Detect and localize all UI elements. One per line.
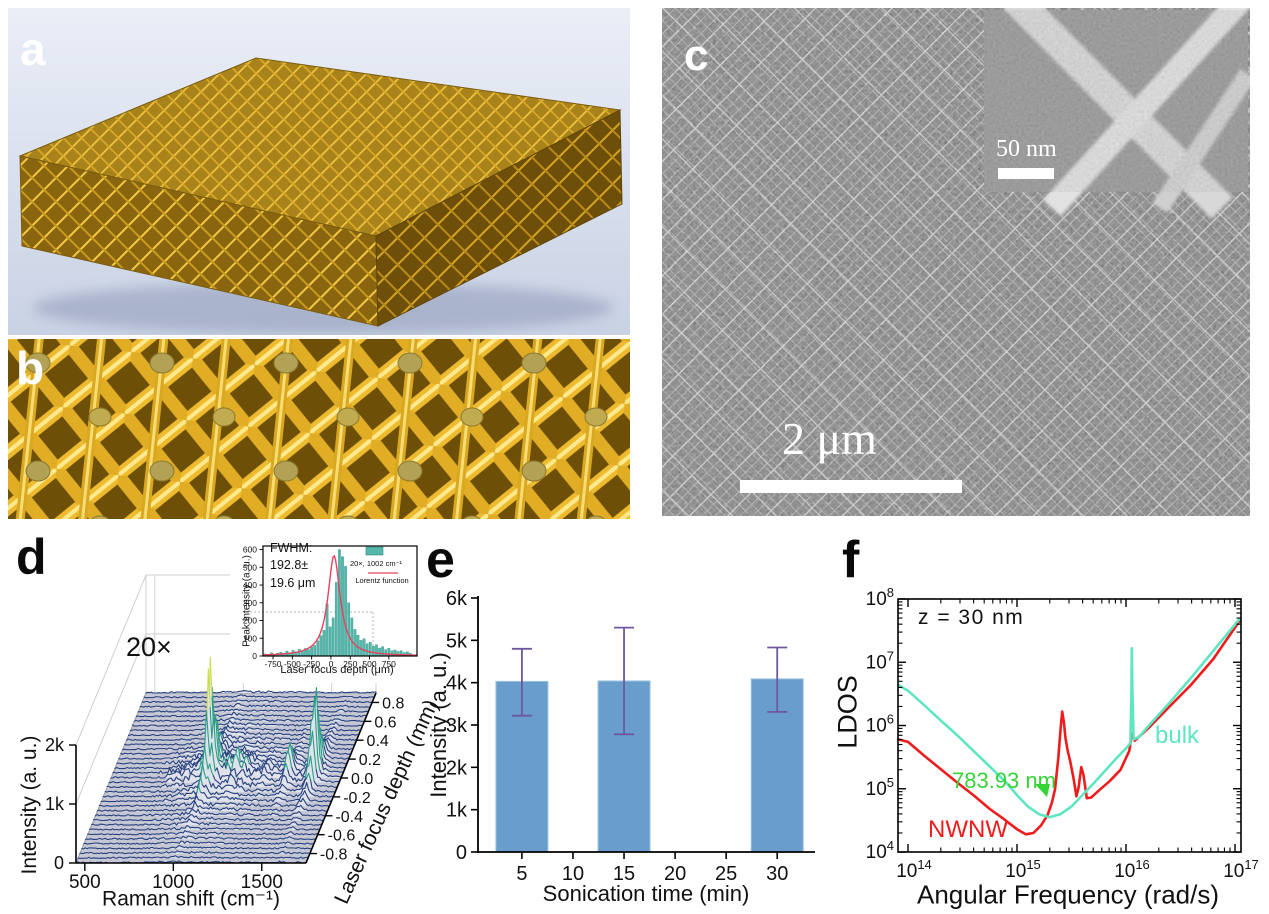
scale-bar (740, 480, 962, 493)
svg-text:500: 500 (362, 659, 376, 669)
svg-text:5k: 5k (446, 630, 468, 652)
d-y-axis-title: Intensity (a. u.) (18, 735, 41, 875)
nwnw-series-label: NWNW (928, 816, 1008, 843)
panel-b-label: b (16, 342, 45, 394)
svg-text:6k: 6k (446, 588, 468, 610)
svg-text:104: 104 (866, 838, 894, 863)
svg-text:1015: 1015 (1005, 857, 1041, 882)
svg-text:0: 0 (252, 651, 257, 661)
panel-a-label: a (20, 23, 46, 75)
panel-c-label: c (684, 31, 709, 80)
svg-text:4k: 4k (446, 673, 468, 695)
e-y-axis-title: Intensity (a. u.) (426, 652, 451, 798)
d-inset-x-axis-title: Laser focus depth (μm) (280, 664, 394, 676)
svg-text:500: 500 (69, 872, 101, 893)
svg-text:1000: 1000 (152, 872, 194, 893)
svg-text:108: 108 (866, 585, 894, 610)
svg-text:0.2: 0.2 (359, 752, 381, 769)
wavelength-annotation: 783.93 nm (952, 768, 1056, 793)
inset-scale-bar-label: 50 nm (996, 136, 1057, 162)
svg-text:250: 250 (343, 659, 357, 669)
z-distance-annotation: z = 30 nm (918, 606, 1025, 629)
svg-text:15: 15 (613, 863, 635, 885)
fwhm-line-3: 19.6 μm (270, 575, 316, 590)
svg-text:0.0: 0.0 (351, 771, 373, 788)
svg-text:1500: 1500 (241, 872, 283, 893)
svg-text:200: 200 (243, 616, 257, 626)
svg-text:1017: 1017 (1223, 857, 1259, 882)
sem-inset (984, 8, 1250, 219)
panel-a-render: a (8, 8, 630, 335)
f-x-axis-title: Angular Frequency (rad/s) (916, 879, 1220, 910)
svg-text:1016: 1016 (1114, 857, 1150, 882)
svg-text:-500: -500 (284, 659, 301, 669)
svg-text:-0.8: -0.8 (320, 847, 348, 864)
raman-waterfall-chart: 500 1000 150001k2k-0.8-0.6-0.4-0.20.00.20.… (45, 574, 404, 893)
svg-text:Lorentz function: Lorentz function (355, 576, 408, 585)
svg-text:1k: 1k (446, 800, 468, 822)
svg-text:3k: 3k (446, 715, 468, 737)
svg-text:600: 600 (243, 545, 257, 555)
svg-text:107: 107 (866, 648, 894, 673)
scale-bar-label: 2 μm (782, 413, 877, 464)
ldos-chart: 1014 1015 1016 1017 104 105 106 107 108 (866, 585, 1259, 882)
svg-text:-0.2: -0.2 (343, 790, 371, 807)
svg-text:20: 20 (664, 863, 686, 885)
svg-text:0.6: 0.6 (374, 714, 396, 731)
d-inset-y-axis-title: Peak Intensity (a. u.) (241, 555, 253, 647)
bulk-series-label: bulk (1155, 722, 1200, 749)
svg-text:5: 5 (516, 863, 527, 885)
panel-f-ldos: 1014 1015 1016 1017 104 105 106 107 108 f z = 30… (830, 530, 1269, 914)
svg-text:0: 0 (456, 842, 467, 864)
svg-text:10: 10 (562, 863, 584, 885)
svg-text:25: 25 (715, 863, 737, 885)
svg-text:0: 0 (54, 853, 64, 873)
svg-text:1014: 1014 (896, 857, 932, 882)
e-x-axis-title: Sonication time (min) (542, 881, 750, 906)
panel-d-label: d (16, 529, 47, 585)
svg-text:100: 100 (243, 633, 257, 643)
fwhm-line-1: FWHM: (270, 541, 313, 555)
svg-text:2k: 2k (446, 757, 468, 779)
gold-lattice-render (8, 8, 630, 335)
svg-text:106: 106 (866, 712, 894, 737)
panel-e-label: e (426, 531, 455, 589)
svg-text:2k: 2k (45, 735, 65, 755)
svg-text:-750: -750 (265, 659, 282, 669)
panel-c-sem: c 2 μm 50 nm (662, 8, 1250, 516)
svg-text:105: 105 (866, 775, 894, 800)
panel-e-barchart: 5 10 15 20 25 30 0 1k 2k 3k 4k 5k 6k e Sonication ti… (420, 530, 840, 914)
panel-b-render: b (8, 339, 630, 519)
gold-lattice-closeup (8, 339, 630, 519)
f-y-axis-title: LDOS (832, 675, 863, 749)
svg-text:0: 0 (329, 659, 334, 669)
svg-text:300: 300 (243, 598, 257, 608)
d-x-axis-title: Raman shift (cm⁻¹) (102, 887, 280, 911)
sem-image (662, 8, 1250, 516)
svg-text:-0.4: -0.4 (335, 809, 363, 826)
svg-text:-250: -250 (303, 659, 320, 669)
sonication-bar-chart: 5 10 15 20 25 30 0 1k 2k 3k 4k 5k 6k (446, 588, 815, 885)
inset-scale-bar (998, 168, 1054, 179)
svg-text:30: 30 (766, 863, 788, 885)
panel-d-waterfall: 500 1000 1500 0 1k 2k -0.8 -0.6 -0.4 -0.2 0.0 0.2 0.… (0, 529, 443, 914)
svg-text:0.4: 0.4 (367, 733, 389, 750)
svg-text:20×, 1002 cm⁻¹: 20×, 1002 cm⁻¹ (350, 559, 403, 568)
panel-f-label: f (842, 531, 860, 589)
svg-text:1k: 1k (45, 794, 65, 814)
focus-histogram-inset: -750 -500 -250 0 250 500 750 0 100 200 300 400 500 60… (230, 533, 430, 683)
fwhm-annotation: FWHM: 192.8± 19.6 μm (270, 540, 315, 592)
svg-text:750: 750 (382, 659, 396, 669)
magnification-annotation: 20× (126, 632, 172, 662)
svg-text:0.8: 0.8 (382, 695, 404, 712)
svg-text:500: 500 (243, 562, 257, 572)
svg-text:-0.6: -0.6 (328, 828, 356, 845)
svg-text:400: 400 (243, 580, 257, 590)
fwhm-line-2: 192.8± (270, 558, 309, 573)
